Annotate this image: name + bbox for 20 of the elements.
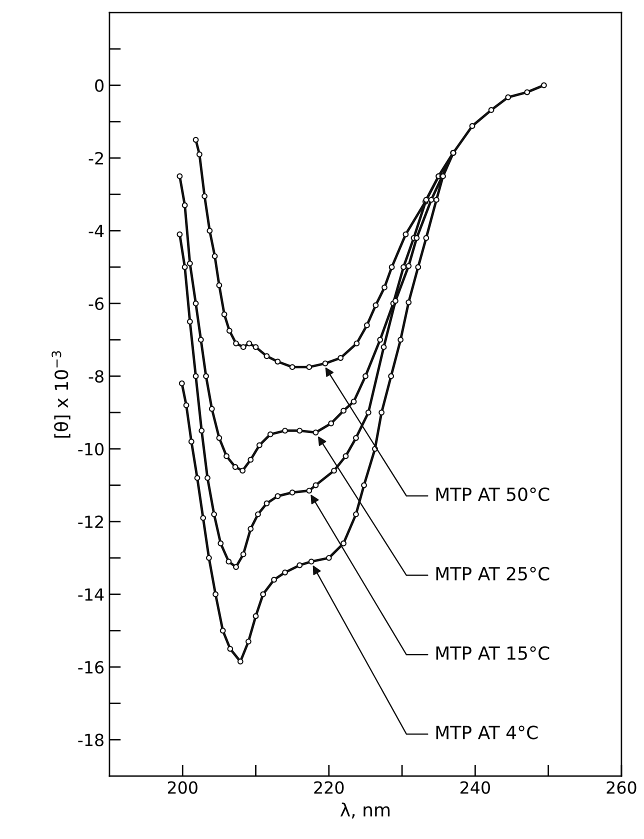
- x-axis-title: λ, nm: [340, 802, 390, 818]
- x-tick-label: 220: [314, 781, 344, 794]
- y-tick-label: -6: [88, 297, 104, 310]
- y-tick-label: -10: [78, 442, 104, 456]
- x-tick-label: 240: [460, 781, 490, 794]
- annotation: MTP AT 25°C: [436, 566, 550, 581]
- y-tick-label: -2: [88, 152, 103, 164]
- y-tick-label: -8: [88, 370, 104, 383]
- annotation: MTP AT 15°C: [436, 646, 550, 660]
- x-tick-label: 260: [606, 781, 636, 794]
- annotation: MTP AT 50°C: [436, 487, 550, 502]
- y-tick-label: -16: [78, 660, 104, 674]
- y-axis-title: [θ] x 10$^{−3}$: [52, 351, 70, 438]
- y-tick-label: -12: [78, 516, 103, 528]
- y-tick-label: -18: [78, 734, 104, 746]
- annotation: MTP AT 4°C: [436, 726, 538, 740]
- y-tick-label: -14: [78, 588, 104, 601]
- y-tick-label: 0: [95, 79, 104, 92]
- y-tick-label: -4: [88, 224, 104, 238]
- x-tick-label: 200: [168, 781, 198, 794]
